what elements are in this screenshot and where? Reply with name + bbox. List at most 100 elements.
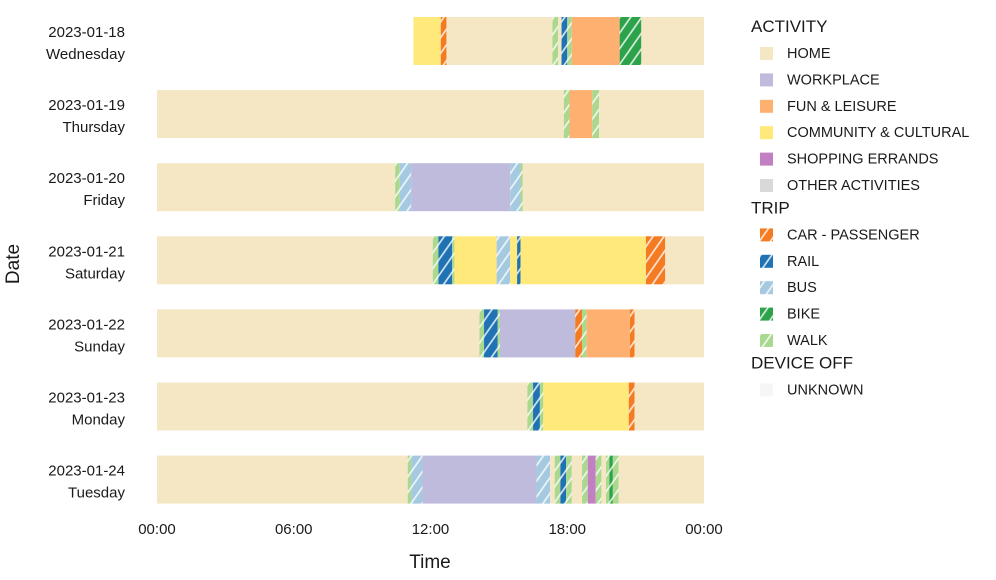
segment-walk — [582, 309, 587, 358]
legend: ACTIVITY HOME WORKPLACE FUN & LEISURE COMMUN… — [751, 17, 969, 398]
segment-walk — [395, 163, 400, 212]
segment-bike — [609, 455, 613, 504]
row-date-label: 2023-01-24 — [48, 463, 125, 480]
segment-home — [634, 309, 704, 358]
row-date-label: 2023-01-20 — [48, 170, 125, 187]
day-row-2023-01-23: 2023-01-23 Monday — [48, 382, 704, 431]
day-row-2023-01-19: 2023-01-19 Thursday — [48, 90, 704, 139]
segment-walk — [612, 455, 619, 504]
legend-swatch-rail — [760, 254, 773, 268]
x-tick-label: 06:00 — [275, 521, 313, 538]
segment-fun-and-leisure — [569, 90, 593, 139]
day-row-2023-01-21: 2023-01-21 Saturday — [48, 236, 704, 285]
legend-label-bus: BUS — [787, 280, 817, 296]
legend-title-trip: TRIP — [751, 198, 790, 217]
row-weekday-label: Friday — [83, 192, 125, 209]
legend-label-other-activities: OTHER ACTIVITIES — [787, 178, 920, 194]
legend-label-unknown: UNKNOWN — [787, 382, 864, 398]
segment-community-and-cultural — [454, 236, 497, 285]
legend-label-workplace: WORKPLACE — [787, 72, 880, 88]
segment-home — [634, 382, 704, 431]
segment-bus — [496, 236, 511, 285]
legend-swatch-bus — [760, 281, 773, 295]
segment-community-and-cultural — [510, 236, 518, 285]
segment-home — [157, 163, 396, 212]
segment-home — [599, 90, 704, 139]
legend-swatch-unknown — [760, 383, 773, 397]
x-axis: 00:00 06:00 12:00 18:00 00:00 — [138, 521, 723, 538]
day-row-2023-01-22: 2023-01-22 Sunday — [48, 309, 704, 358]
segment-fun-and-leisure — [586, 309, 630, 358]
row-date-label: 2023-01-22 — [48, 316, 125, 333]
segment-walk — [432, 236, 439, 285]
segment-home — [665, 236, 704, 285]
row-weekday-label: Sunday — [74, 338, 125, 355]
segment-walk — [595, 455, 602, 504]
segment-car-passenger — [440, 17, 447, 65]
legend-swatch-car-passenger — [760, 228, 773, 242]
segment-walk — [479, 309, 485, 358]
row-weekday-label: Wednesday — [46, 46, 125, 63]
day-row-2023-01-24: 2023-01-24 Tuesday — [48, 455, 704, 504]
segment-home — [601, 455, 606, 504]
legend-label-walk: WALK — [787, 333, 828, 349]
legend-label-community-and-cultural: COMMUNITY & CULTURAL — [787, 125, 969, 141]
segment-car-passenger — [575, 309, 583, 358]
segment-home — [571, 455, 583, 504]
segment-rail — [438, 236, 453, 285]
segment-walk — [554, 455, 561, 504]
segment-walk — [552, 17, 559, 65]
segment-home — [157, 455, 408, 504]
segment-car-passenger — [628, 382, 635, 431]
segment-fun-and-leisure — [571, 17, 620, 65]
row-weekday-label: Saturday — [65, 265, 126, 282]
segment-walk — [606, 455, 610, 504]
legend-title-device-off: DEVICE OFF — [751, 353, 853, 372]
row-date-label: 2023-01-18 — [48, 24, 125, 41]
segment-walk — [527, 382, 534, 431]
segment-rail — [561, 17, 568, 65]
segment-home — [522, 163, 704, 212]
segment-rail — [517, 236, 521, 285]
segment-workplace — [422, 455, 537, 504]
segment-shopping-errands — [587, 455, 596, 504]
legend-swatch-workplace — [760, 73, 773, 87]
segment-walk — [582, 455, 588, 504]
segment-bus — [510, 163, 521, 212]
legend-label-rail: RAIL — [787, 254, 819, 270]
row-date-label: 2023-01-23 — [48, 390, 125, 407]
legend-label-home: HOME — [787, 46, 831, 62]
row-weekday-label: Thursday — [62, 119, 125, 136]
segment-car-passenger — [629, 309, 635, 358]
x-tick-label: 18:00 — [548, 521, 586, 538]
segment-home — [618, 455, 704, 504]
row-date-label: 2023-01-19 — [48, 97, 125, 114]
segment-bus — [536, 455, 551, 504]
legend-label-bike: BIKE — [787, 307, 820, 323]
y-axis-label: Date — [3, 244, 24, 284]
row-weekday-label: Tuesday — [68, 485, 125, 502]
day-row-2023-01-20: 2023-01-20 Friday — [48, 163, 704, 212]
segment-community-and-cultural — [520, 236, 646, 285]
legend-swatch-walk — [760, 334, 773, 347]
segment-home — [157, 236, 433, 285]
segment-walk — [497, 309, 501, 358]
day-row-2023-01-18: 2023-01-18 Wednesday — [46, 17, 704, 65]
legend-swatch-shopping-errands — [760, 152, 773, 166]
segment-walk — [520, 163, 523, 212]
segment-walk — [407, 455, 412, 504]
segment-walk — [566, 455, 572, 504]
segment-car-passenger — [645, 236, 666, 285]
segment-bus — [399, 163, 412, 212]
segment-bus — [411, 455, 423, 504]
legend-label-shopping-errands: SHOPPING ERRANDS — [787, 152, 938, 168]
segment-walk — [452, 236, 455, 285]
segment-community-and-cultural — [413, 17, 441, 65]
segment-walk — [563, 90, 570, 139]
segment-home — [558, 17, 562, 65]
segment-rail — [484, 309, 498, 358]
row-weekday-label: Monday — [72, 412, 126, 429]
x-axis-label: Time — [409, 552, 451, 573]
legend-swatch-other-activities — [760, 179, 773, 192]
